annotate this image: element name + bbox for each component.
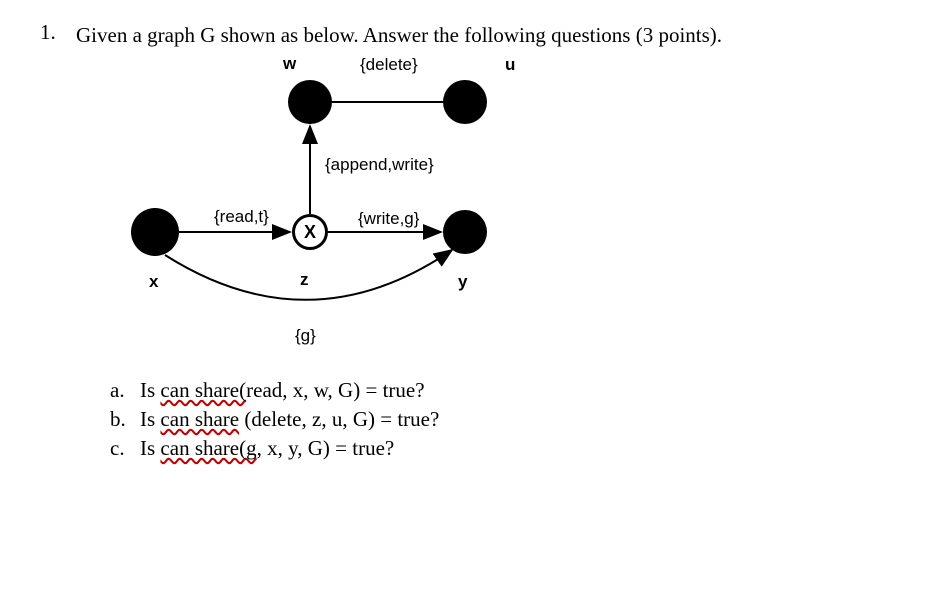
node-y-label: y [458, 272, 467, 292]
sub-question-a: a. Is can share(read, x, w, G) = true? [110, 378, 902, 403]
node-w-label: w [283, 54, 296, 74]
edge-label-append-write: {append,write} [325, 155, 434, 175]
graph-diagram: w u x X z y {delete} {append,write} {rea… [110, 62, 660, 362]
question-header: 1. Given a graph G shown as below. Answe… [40, 20, 902, 50]
node-y [443, 210, 487, 254]
sub-b-prefix: Is [140, 407, 160, 431]
node-z: X [292, 214, 328, 250]
sub-question-c: c. Is can share(g, x, y, G) = true? [110, 436, 902, 461]
sub-questions: a. Is can share(read, x, w, G) = true? b… [110, 378, 902, 461]
node-x-label: x [149, 272, 158, 292]
node-w [288, 80, 332, 124]
edge-label-g: {g} [295, 326, 316, 346]
sub-b-wavy: can share [160, 407, 239, 431]
sub-a-text: Is can share(read, x, w, G) = true? [140, 378, 425, 403]
edge-x-y-curve [165, 250, 452, 300]
edge-label-delete: {delete} [360, 55, 418, 75]
sub-c-letter: c. [110, 436, 140, 461]
sub-b-letter: b. [110, 407, 140, 432]
sub-question-b: b. Is can share (delete, z, u, G) = true… [110, 407, 902, 432]
sub-b-text: Is can share (delete, z, u, G) = true? [140, 407, 439, 432]
sub-c-wavy: can share(g [160, 436, 256, 460]
sub-a-wavy: can share( [160, 378, 246, 402]
sub-b-after: (delete, z, u, G) = true? [239, 407, 439, 431]
sub-c-after: , x, y, G) = true? [257, 436, 395, 460]
sub-c-text: Is can share(g, x, y, G) = true? [140, 436, 394, 461]
node-x [131, 208, 179, 256]
sub-a-prefix: Is [140, 378, 160, 402]
node-z-label: z [300, 270, 309, 290]
edge-label-read-t: {read,t} [214, 207, 269, 227]
question-text: Given a graph G shown as below. Answer t… [76, 20, 902, 50]
node-z-inner-label: X [304, 222, 316, 243]
sub-a-after: read, x, w, G) = true? [246, 378, 424, 402]
edge-label-write-g: {write,g} [358, 209, 419, 229]
node-u-label: u [505, 55, 515, 75]
sub-a-letter: a. [110, 378, 140, 403]
sub-c-prefix: Is [140, 436, 160, 460]
node-u [443, 80, 487, 124]
question-number: 1. [40, 20, 76, 45]
